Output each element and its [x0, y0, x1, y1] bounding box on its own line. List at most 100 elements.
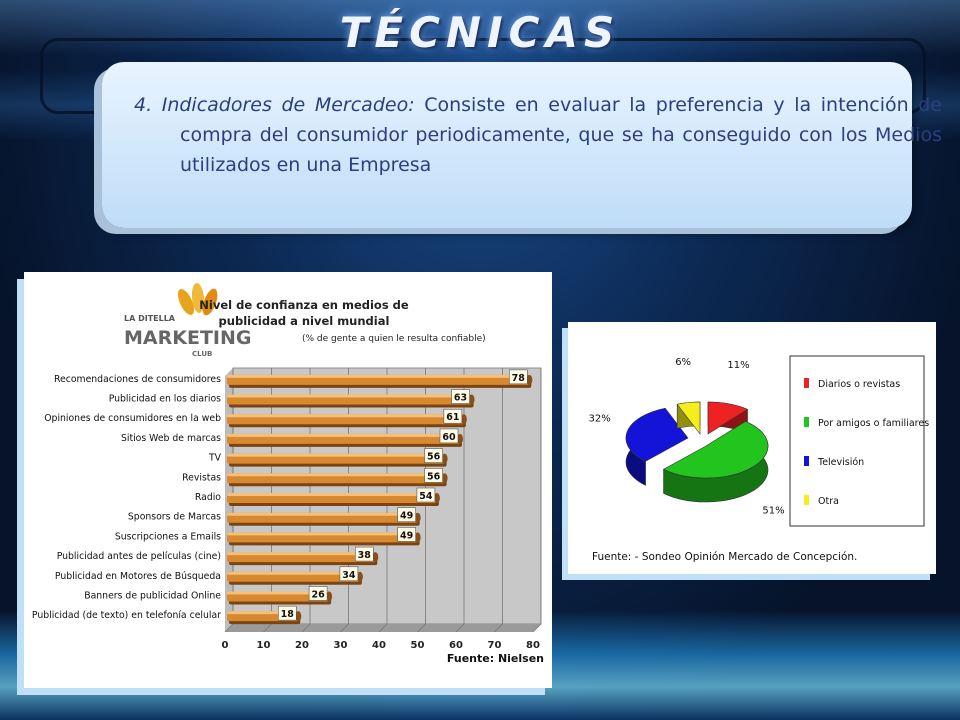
bar-cap: [457, 433, 463, 444]
bar-cap: [441, 473, 448, 484]
category-label: Recomendaciones de consumidores: [54, 374, 221, 385]
pie-slice-label: 32%: [588, 414, 610, 425]
value-label: 34: [342, 570, 356, 581]
value-label-box: [443, 408, 463, 424]
value-label: 56: [427, 452, 441, 463]
legend-swatch: [804, 456, 809, 466]
legend-swatch: [804, 378, 809, 388]
category-label: Publicidad (de texto) en telefonía celul…: [32, 610, 221, 621]
x-tick-label: 80: [526, 640, 540, 651]
marketing-club-logo: LA DITELLA MARKETING CLUB: [124, 283, 251, 358]
bar-highlight: [227, 473, 445, 477]
category-label: Banners de publicidad Online: [84, 590, 221, 601]
bar-cap: [433, 493, 440, 503]
pie-slice-label: 6%: [675, 357, 691, 368]
x-tick-label: 10: [257, 640, 271, 651]
bar-highlight: [227, 433, 460, 437]
value-label-box: [424, 448, 443, 463]
bar-cap: [460, 414, 467, 425]
gridline-floor: [494, 623, 503, 633]
bar-highlight: [227, 414, 464, 418]
value-label: 78: [512, 373, 526, 384]
slide-title: TÉCNICAS: [339, 8, 621, 57]
value-label-box: [278, 605, 297, 621]
bar-highlight: [227, 532, 418, 536]
value-label-box: [451, 389, 470, 404]
pie-legend-box: [789, 355, 925, 527]
pie-slice: [625, 407, 689, 462]
pie-chart: 11% 51% 32% 6% Diarios o revistas Por amigos…: [588, 355, 929, 563]
legend-label: Otra: [818, 496, 839, 507]
bar-cap: [372, 552, 379, 563]
gridline-floor: [417, 623, 426, 633]
pie-chart-source: Fuente: - Sondeo Opinión Mercado de Conc…: [592, 551, 857, 563]
category-label: Publicidad antes de películas (cine): [57, 551, 221, 562]
description-text: 4. Indicadores de Mercadeo: Consiste en …: [134, 90, 942, 180]
gridline-floor: [263, 623, 272, 633]
bar-highlight: [227, 394, 472, 398]
value-label: 61: [446, 412, 459, 423]
value-label-box: [397, 527, 416, 542]
bar-cap: [441, 453, 448, 464]
pie-chart-panel: 11% 51% 32% 6% Diarios o revistas Por amigos…: [568, 322, 936, 574]
bar-highlight: [227, 374, 530, 378]
legend-swatch: [804, 495, 809, 505]
value-label-box: [339, 566, 359, 582]
value-label-box: [424, 468, 443, 483]
gridline-floor: [340, 623, 349, 633]
logo-main-text: MARKETING: [124, 327, 251, 349]
x-tick-label: 0: [222, 640, 229, 651]
pie-slice: [662, 421, 769, 479]
legend-label: Por amigos o familiares: [818, 418, 929, 429]
gridline-floor: [532, 623, 542, 633]
logo-top-text: LA DITELLA: [124, 314, 176, 323]
legend-label: Televisión: [817, 457, 864, 468]
bar-cap: [356, 571, 363, 582]
bar-chart-source: Fuente: Nielsen: [447, 652, 544, 665]
bar-chart: LA DITELLA MARKETING CLUB Nivel de confi…: [32, 283, 544, 665]
legend-label: Diarios o revistas: [818, 379, 900, 390]
gridline-floor: [455, 623, 465, 633]
description-body: Consiste en evaluar la preferencia y la …: [180, 94, 942, 176]
value-label: 60: [442, 432, 456, 443]
bar-chart-title-line1: Nivel de confianza en medios de: [199, 298, 409, 312]
gridline-floor: [301, 623, 311, 633]
value-label: 63: [454, 393, 467, 404]
category-label: Publicidad en los diarios: [109, 394, 221, 405]
value-label: 56: [427, 471, 441, 482]
logo-sub-text: CLUB: [192, 350, 212, 358]
gridline-floor: [378, 623, 388, 633]
value-label: 18: [281, 609, 295, 620]
description-box: 4. Indicadores de Mercadeo: Consiste en …: [102, 62, 942, 228]
bar-highlight: [227, 571, 360, 575]
bar-cap: [326, 591, 333, 602]
bar-highlight: [227, 552, 376, 556]
bar-highlight: [227, 591, 330, 595]
pie-slice-label: 11%: [727, 360, 749, 371]
gridline-floor: [224, 623, 234, 633]
bar-highlight: [227, 453, 445, 457]
category-label: Sitios Web de marcas: [121, 433, 221, 444]
value-label: 54: [419, 491, 433, 502]
category-label: TV: [208, 453, 222, 464]
bar-chart-subtitle: (% de gente a quien le resulta confiable…: [302, 334, 486, 344]
bar-cap: [468, 394, 475, 405]
bar-cap: [414, 512, 421, 523]
pie-slice-label: 51%: [762, 506, 784, 517]
bar-cap: [526, 374, 533, 385]
category-label: Opiniones de consumidores en la web: [44, 413, 221, 424]
x-tick-label: 70: [488, 640, 502, 651]
pie-slice: [707, 401, 749, 435]
description-lead: 4. Indicadores de Mercadeo:: [134, 94, 415, 116]
value-label-box: [416, 487, 436, 503]
legend-swatch: [804, 417, 809, 427]
category-label: Suscripciones a Emails: [115, 531, 221, 542]
x-tick-label: 40: [372, 640, 386, 651]
x-tick-label: 50: [411, 640, 425, 651]
value-label: 49: [400, 530, 413, 541]
value-label: 49: [400, 511, 413, 522]
value-label-box: [508, 369, 528, 385]
bar-highlight: [227, 493, 437, 496]
category-label: Publicidad en Motores de Búsqueda: [55, 571, 221, 582]
value-label-box: [354, 546, 374, 562]
